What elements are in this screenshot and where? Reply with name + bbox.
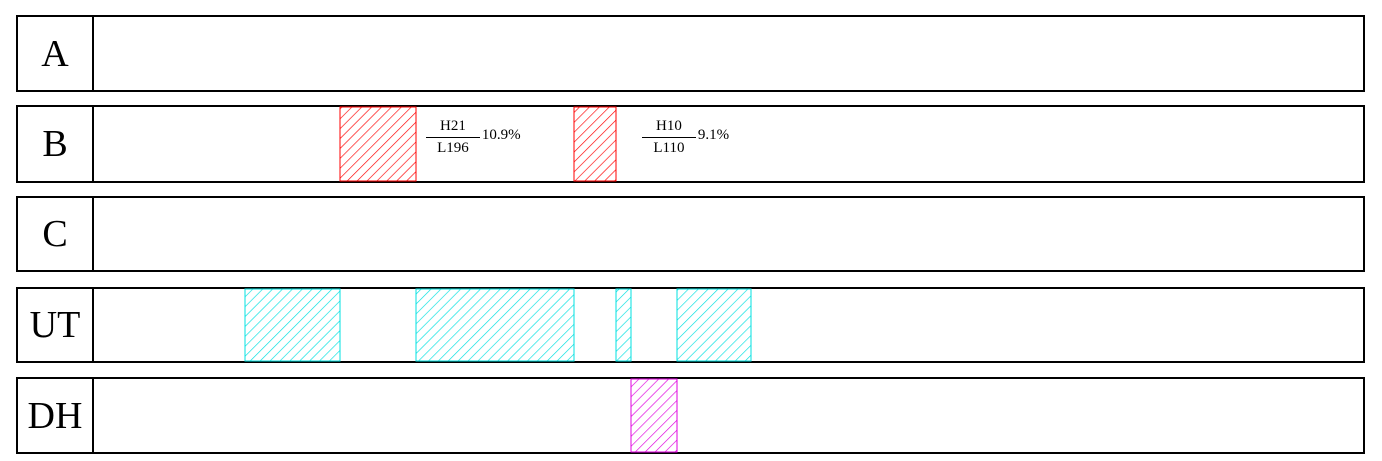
track-ut: UT [16,287,1365,363]
annotation-numerator: H21 [426,118,480,138]
track-a: A [16,15,1365,92]
track-plot: H21 L196 10.9% H10 L110 9.1% [94,106,1363,182]
track-svg [94,198,1363,270]
annotation-fraction: H21 L196 [426,118,480,157]
region-ut-3 [615,288,632,362]
track-plot [94,378,1363,453]
track-plot [94,198,1363,270]
region-b-1 [339,106,417,182]
region-ut-2 [415,288,575,362]
track-label: A [18,17,94,90]
annotation-2: H10 L110 9.1% [642,118,729,157]
annotation-denominator: L196 [437,140,469,156]
annotation-percent: 9.1% [697,127,730,143]
annotation-numerator: H10 [642,118,696,138]
annotation-percent: 10.9% [481,127,521,143]
track-label: DH [18,379,94,452]
track-plot [94,17,1363,90]
track-label: B [18,107,94,181]
track-svg [94,17,1363,90]
track-label: C [18,198,94,270]
track-svg [630,378,678,453]
track-dh: DH [16,377,1365,454]
track-plot [94,288,1363,362]
annotation-fraction: H10 L110 [642,118,696,157]
region-ut-1 [244,288,341,362]
track-b: B H21 L196 10.9% H10 L110 9.1% [16,105,1365,183]
track-svg [244,288,752,362]
region-b-2 [573,106,617,182]
track-label: UT [18,289,94,361]
annotation-1: H21 L196 10.9% [426,118,521,157]
region-ut-4 [676,288,752,362]
track-svg [339,106,617,182]
region-dh-1 [630,378,678,453]
track-c: C [16,196,1365,272]
annotation-denominator: L110 [653,140,685,156]
